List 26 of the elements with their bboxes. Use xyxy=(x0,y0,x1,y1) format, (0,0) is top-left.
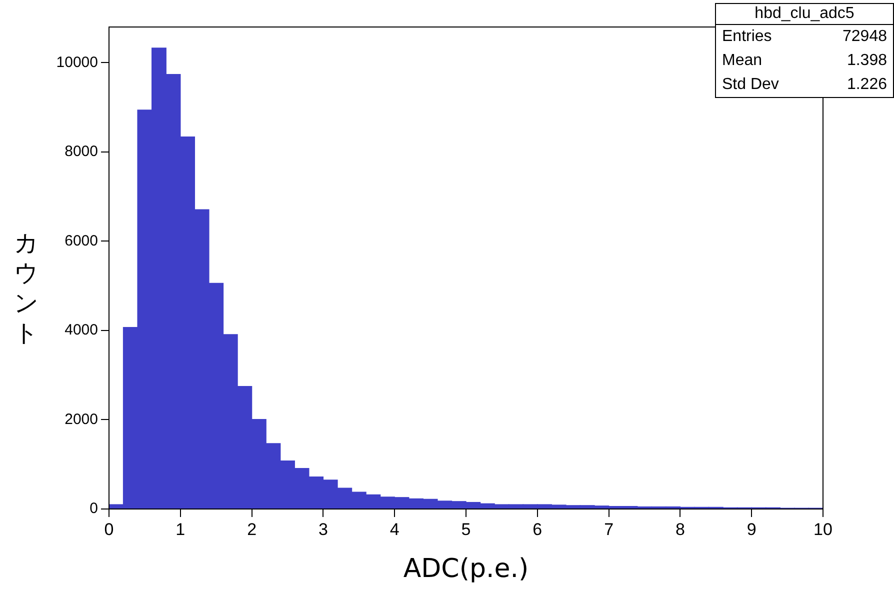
x-tick-label: 6 xyxy=(532,520,542,539)
x-tick-label: 7 xyxy=(604,520,614,539)
x-tick-label: 2 xyxy=(247,520,257,539)
annotation: Mean xyxy=(722,51,762,71)
x-tick-label: 8 xyxy=(675,520,685,539)
x-axis-title: ADC(p.e.) xyxy=(403,554,529,584)
text: hbd_clu_adc5 xyxy=(716,4,893,25)
annotation: Std Dev xyxy=(722,75,779,95)
x-tick-label: 0 xyxy=(104,520,114,539)
text: 1.226 xyxy=(846,75,887,95)
x-tick-label: 3 xyxy=(318,520,328,539)
y-tick-label: 0 xyxy=(90,500,98,518)
x-tick-label: 5 xyxy=(461,520,471,539)
y-tick-label: 6000 xyxy=(64,232,98,250)
y-tick-label: 10000 xyxy=(56,54,98,71)
x-tick-label: 1 xyxy=(176,520,186,539)
y-axis-title: カウント xyxy=(13,228,40,348)
y-tick-label: 8000 xyxy=(64,143,98,160)
y-tick-label: 2000 xyxy=(64,410,98,428)
x-tick-label: 9 xyxy=(746,520,756,539)
annotation: Entries xyxy=(722,27,772,47)
text: 72948 xyxy=(842,27,887,47)
x-tick-label: 10 xyxy=(814,520,832,539)
x-tick-label: 4 xyxy=(390,520,400,539)
y-tick-label: 4000 xyxy=(64,322,98,339)
text: 1.398 xyxy=(846,51,887,71)
